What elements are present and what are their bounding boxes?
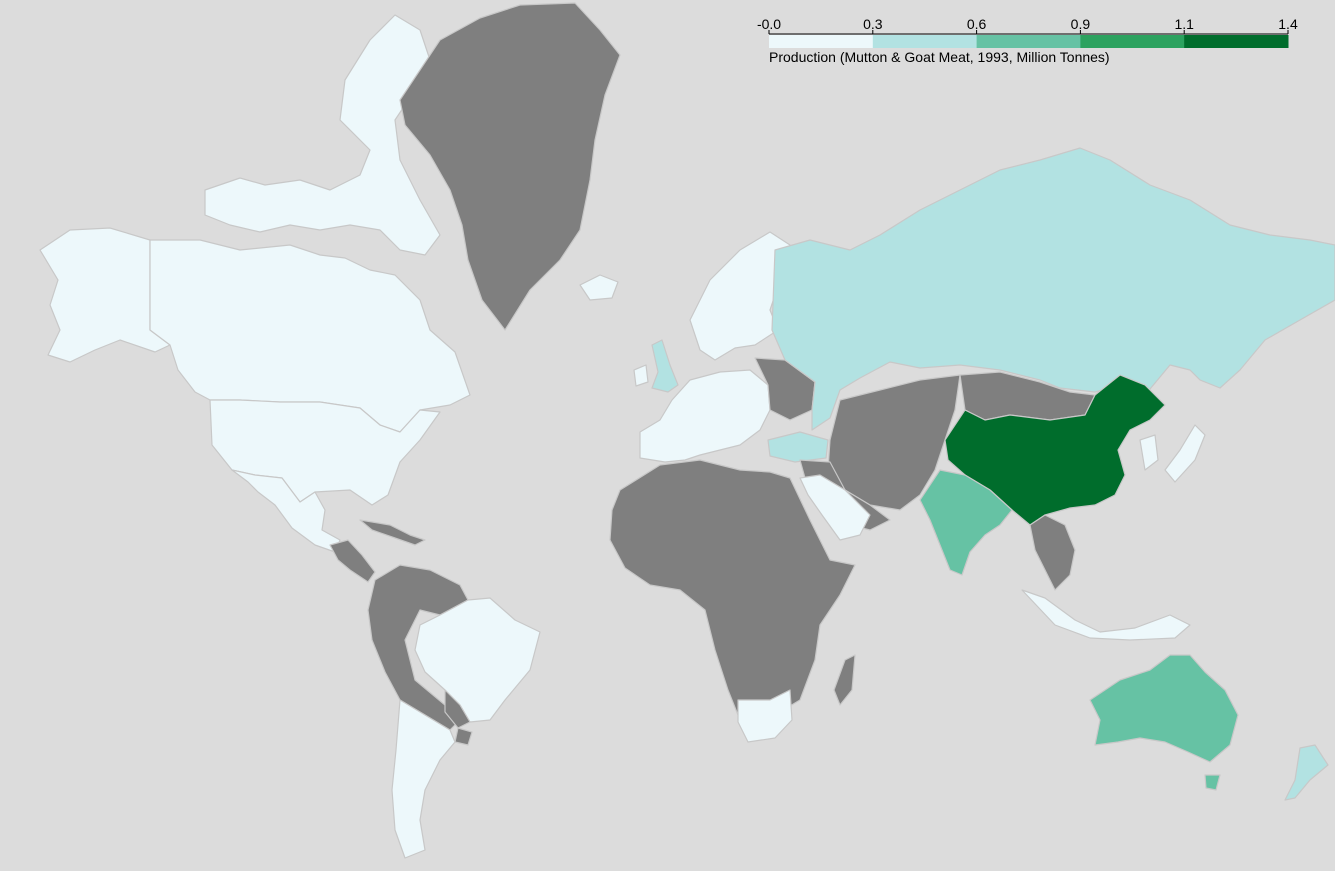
region-central-america[interactable] bbox=[329, 539, 376, 583]
legend-bin-4 bbox=[1184, 35, 1289, 48]
region-paraguay[interactable] bbox=[444, 689, 471, 729]
region-africa[interactable] bbox=[609, 459, 856, 721]
region-scandinavia[interactable] bbox=[689, 231, 791, 361]
legend-tick-label: 1.4 bbox=[1278, 16, 1298, 32]
legend-tick-label: 0.6 bbox=[967, 16, 987, 32]
region-india[interactable] bbox=[919, 469, 1013, 576]
region-new-zealand[interactable] bbox=[1284, 744, 1329, 801]
region-southern-cone[interactable] bbox=[391, 699, 456, 859]
legend-bin-0 bbox=[769, 35, 874, 48]
region-saudi-arabia[interactable] bbox=[799, 474, 871, 541]
region-australia[interactable] bbox=[1089, 654, 1239, 763]
region-canada[interactable] bbox=[149, 239, 471, 433]
region-madagascar[interactable] bbox=[833, 654, 856, 706]
region-caribbean[interactable] bbox=[359, 519, 426, 546]
region-indonesia[interactable] bbox=[1021, 589, 1191, 641]
legend-tick-label: 0.3 bbox=[863, 16, 883, 32]
region-southeast-asia[interactable] bbox=[1029, 514, 1076, 591]
legend-title: Production (Mutton & Goat Meat, 1993, Mi… bbox=[769, 49, 1110, 65]
region-western-europe[interactable] bbox=[639, 369, 771, 463]
region-united-kingdom[interactable] bbox=[651, 339, 679, 393]
region-northern-andes[interactable] bbox=[367, 564, 469, 731]
region-iceland[interactable] bbox=[579, 274, 619, 301]
legend-tick-label: 0.9 bbox=[1071, 16, 1091, 32]
region-japan[interactable] bbox=[1164, 424, 1206, 483]
region-uruguay[interactable] bbox=[454, 727, 473, 746]
legend-color-bins bbox=[769, 35, 1289, 48]
legend-ticks: -0.0 0.3 0.6 0.9 1.1 1.4 bbox=[757, 16, 1298, 34]
region-mexico[interactable] bbox=[231, 469, 341, 553]
region-south-africa[interactable] bbox=[737, 689, 793, 743]
region-russia[interactable] bbox=[771, 147, 1335, 431]
legend-tick-label: -0.0 bbox=[757, 16, 781, 32]
region-ireland[interactable] bbox=[633, 364, 649, 387]
region-tasmania[interactable] bbox=[1204, 774, 1221, 791]
region-greenland[interactable] bbox=[399, 2, 621, 331]
legend-tick-label: 1.1 bbox=[1174, 16, 1194, 32]
legend: -0.0 0.3 0.6 0.9 1.1 1.4 Production (Mutton &… bbox=[757, 16, 1298, 65]
region-alaska[interactable] bbox=[39, 227, 171, 363]
legend-bin-1 bbox=[872, 35, 978, 48]
region-korea[interactable] bbox=[1139, 434, 1159, 471]
region-turkey[interactable] bbox=[767, 431, 829, 463]
legend-bin-2 bbox=[976, 35, 1081, 48]
country-layer bbox=[39, 2, 1335, 859]
legend-bin-3 bbox=[1080, 35, 1185, 48]
